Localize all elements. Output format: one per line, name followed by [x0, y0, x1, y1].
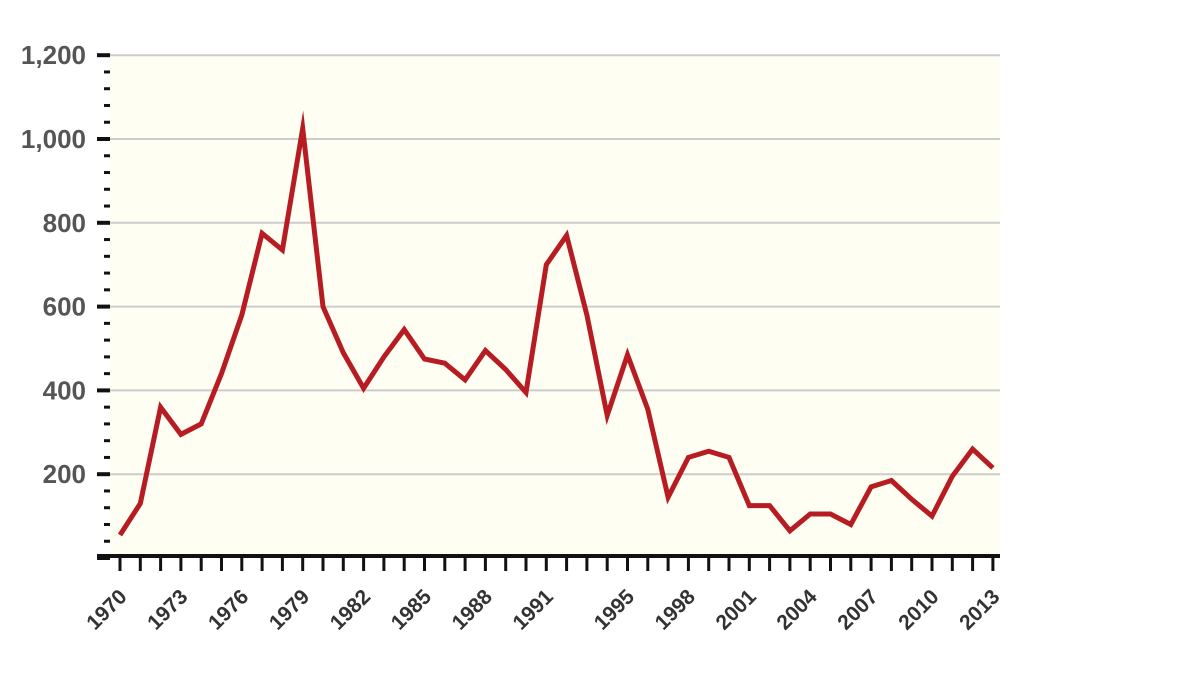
x-tick-label: 1979	[265, 585, 314, 634]
x-tick-label: 2010	[894, 585, 943, 634]
x-axis: 1970 1973 1976 1979 1982 1985 1988 1991 1995 1998…	[82, 554, 1004, 635]
y-tick-label: 1,000	[21, 124, 86, 154]
x-tick-label: 1970	[82, 585, 131, 634]
x-tick-label: 1985	[387, 585, 437, 635]
x-tick-label: 2007	[833, 585, 882, 634]
y-tick-label: 400	[43, 375, 86, 405]
y-tick-label: 600	[43, 292, 86, 322]
y-tick-label: 200	[43, 459, 86, 489]
x-tick-label: 2001	[712, 585, 762, 635]
x-tick-label: 1998	[651, 585, 701, 635]
x-tick-label: 2004	[772, 585, 822, 635]
x-tick-label: 1982	[326, 585, 375, 634]
y-axis: 200 400 600 800 1,000 1,200	[21, 40, 110, 560]
x-tick-label: 1988	[448, 585, 498, 635]
x-tick-label: 1995	[590, 585, 640, 635]
x-tick-label: 1973	[143, 585, 192, 634]
y-tick-label: 1,200	[21, 40, 86, 70]
x-tick-label: 1976	[204, 585, 253, 634]
x-tick-label: 2013	[955, 585, 1004, 634]
series-group	[117, 110, 995, 537]
x-tick-label: 1991	[509, 585, 559, 635]
series-line	[117, 110, 995, 537]
gridlines	[110, 54, 1000, 476]
y-tick-label: 800	[43, 208, 86, 238]
